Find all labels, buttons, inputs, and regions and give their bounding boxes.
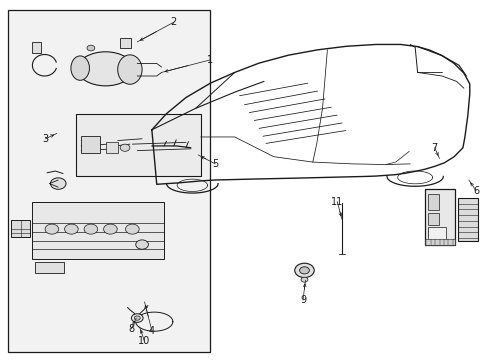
Circle shape — [131, 314, 143, 322]
Bar — [11, 220, 30, 237]
Text: 7: 7 — [431, 143, 437, 153]
Ellipse shape — [71, 56, 89, 80]
Ellipse shape — [77, 52, 133, 86]
Circle shape — [125, 224, 139, 234]
Ellipse shape — [118, 55, 142, 84]
Circle shape — [294, 263, 314, 278]
Text: 3: 3 — [42, 134, 48, 144]
Circle shape — [134, 316, 140, 320]
Text: 1: 1 — [207, 55, 213, 65]
Bar — [8, 10, 210, 352]
Circle shape — [136, 240, 148, 249]
Bar — [81, 136, 100, 153]
Circle shape — [299, 267, 309, 274]
Text: 10: 10 — [138, 336, 150, 346]
Circle shape — [103, 224, 117, 234]
Bar — [457, 198, 477, 241]
Text: 5: 5 — [212, 159, 218, 169]
Text: 9: 9 — [299, 295, 305, 305]
Text: 11: 11 — [330, 197, 343, 207]
Circle shape — [120, 144, 130, 151]
Bar — [427, 213, 438, 225]
Circle shape — [45, 224, 59, 234]
Text: 4: 4 — [148, 325, 155, 336]
Bar — [120, 38, 131, 48]
Bar — [427, 227, 446, 241]
Bar — [105, 142, 118, 153]
Circle shape — [64, 224, 78, 234]
Bar — [32, 42, 41, 53]
Text: 8: 8 — [128, 324, 134, 334]
Circle shape — [87, 45, 95, 51]
Circle shape — [84, 224, 98, 234]
Bar — [32, 202, 163, 259]
Circle shape — [301, 277, 307, 282]
Text: 6: 6 — [472, 186, 478, 196]
Bar — [424, 239, 454, 245]
Bar — [424, 189, 454, 244]
Circle shape — [50, 178, 66, 189]
Bar — [76, 114, 200, 176]
Bar — [427, 194, 438, 211]
Text: 2: 2 — [170, 17, 177, 27]
Bar — [427, 228, 438, 235]
Bar — [35, 262, 64, 273]
